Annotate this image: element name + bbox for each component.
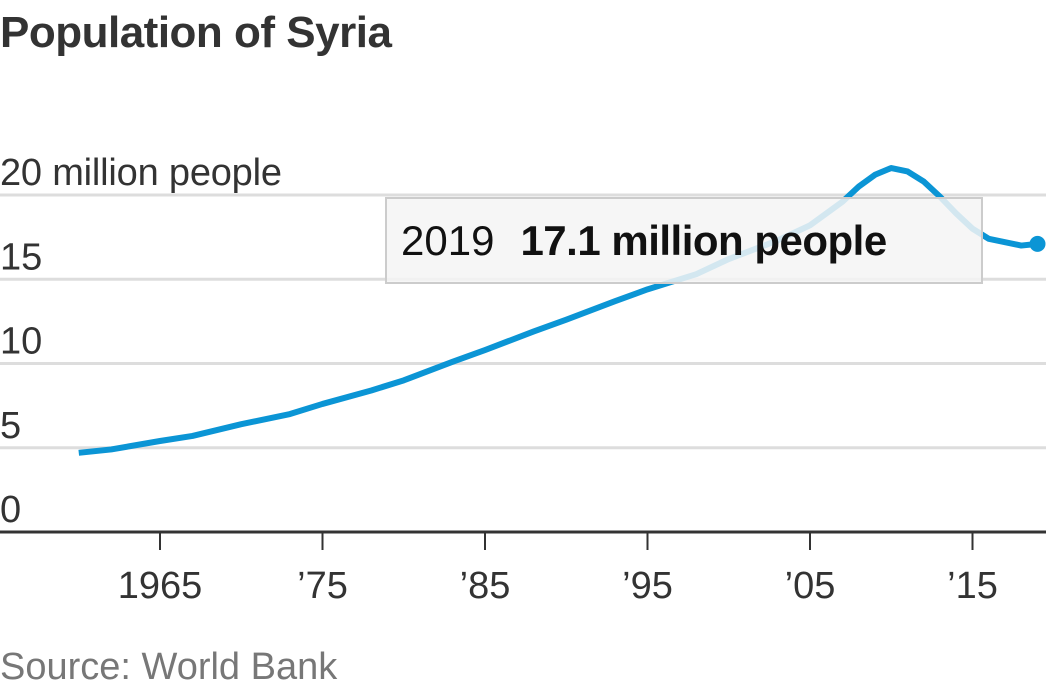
source-note: Source: World Bank	[0, 646, 338, 688]
tooltip-value: 17.1 million people	[520, 216, 887, 264]
chart-title: Population of Syria	[0, 8, 392, 57]
y-tick-label: 20 million people	[0, 152, 282, 194]
y-tick-label: 10	[0, 321, 42, 363]
y-tick-label: 5	[0, 405, 21, 447]
x-tick-label: ’15	[947, 565, 998, 607]
x-tick-label: 1965	[118, 565, 203, 607]
y-tick-label: 15	[0, 236, 42, 278]
x-tick-label: ’05	[785, 565, 836, 607]
tooltip-year: 2019	[401, 216, 495, 264]
x-tick-label: ’95	[622, 565, 673, 607]
highlight-point	[1029, 235, 1046, 252]
y-tick-label: 0	[0, 489, 21, 531]
tooltip: 2019 17.1 million people	[385, 197, 983, 284]
x-tick-label: ’75	[297, 565, 348, 607]
x-tick-label: ’85	[460, 565, 511, 607]
